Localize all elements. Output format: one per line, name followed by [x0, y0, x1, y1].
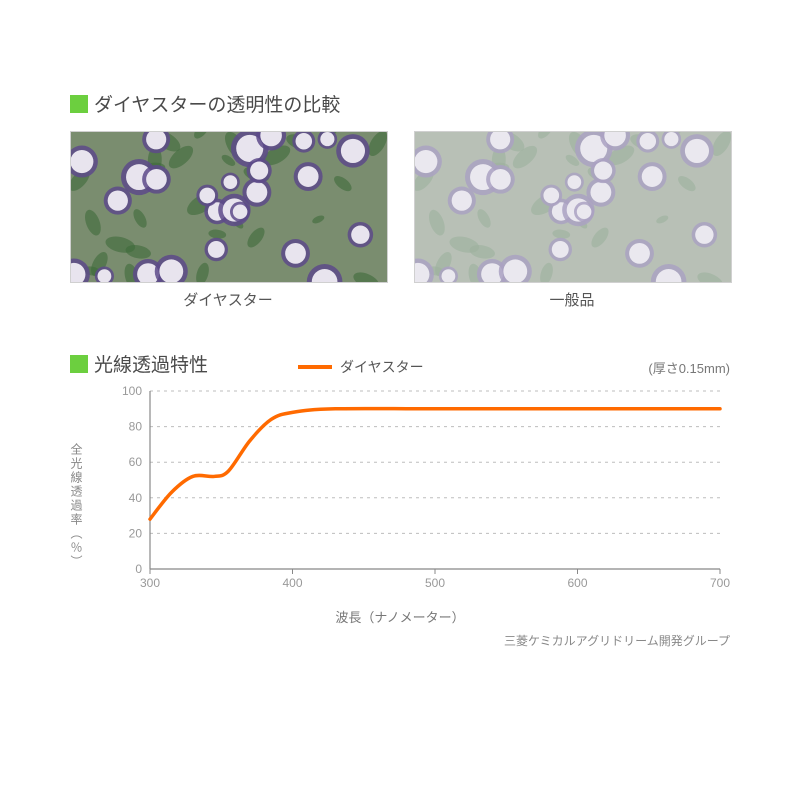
svg-text:600: 600: [567, 576, 587, 590]
compare-left-image: [70, 131, 388, 283]
svg-text:300: 300: [140, 576, 160, 590]
svg-text:400: 400: [282, 576, 302, 590]
chart-legend: ダイヤスター: [298, 357, 424, 377]
compare-right-caption: 一般品: [414, 289, 730, 310]
chart-source: 三菱ケミカルアグリドリーム開発グループ: [70, 632, 730, 649]
compare-left-caption: ダイヤスター: [70, 289, 386, 310]
svg-text:60: 60: [129, 455, 143, 469]
legend-swatch: [298, 365, 332, 369]
transparency-comparison-row: ダイヤスター 一般品: [70, 131, 730, 310]
compare-right: 一般品: [414, 131, 730, 310]
svg-text:80: 80: [129, 420, 143, 434]
x-axis-label: 波長（ナノメーター）: [70, 607, 730, 626]
svg-text:0: 0: [135, 562, 142, 576]
svg-text:20: 20: [129, 526, 143, 540]
legend-label: ダイヤスター: [340, 357, 424, 377]
svg-text:40: 40: [129, 491, 143, 505]
flower-illustration-left: [71, 132, 387, 282]
compare-left: ダイヤスター: [70, 131, 386, 310]
line-chart-svg: 0 20 40 60 80 100 300 400 500 600 700: [110, 383, 730, 593]
y-axis-label: 全光線透過率（％）: [68, 443, 85, 569]
chart-area: 全光線透過率（％） 0 20 40 60 80 100 300 400 500 600 700: [70, 383, 730, 603]
chart-header: 光線透過特性 ダイヤスター (厚さ0.15mm): [70, 350, 730, 377]
haze-overlay: [415, 132, 731, 282]
section2-title-text: 光線透過特性: [94, 350, 208, 377]
section1-marker: [70, 95, 88, 113]
compare-right-image: [414, 131, 732, 283]
section1-title-text: ダイヤスターの透明性の比較: [94, 90, 340, 117]
thickness-note: (厚さ0.15mm): [648, 358, 730, 377]
section2-marker: [70, 355, 88, 373]
svg-text:100: 100: [122, 384, 142, 398]
section2-title: 光線透過特性: [70, 350, 208, 377]
svg-text:700: 700: [710, 576, 730, 590]
section1-title: ダイヤスターの透明性の比較: [70, 90, 730, 117]
svg-text:500: 500: [425, 576, 445, 590]
